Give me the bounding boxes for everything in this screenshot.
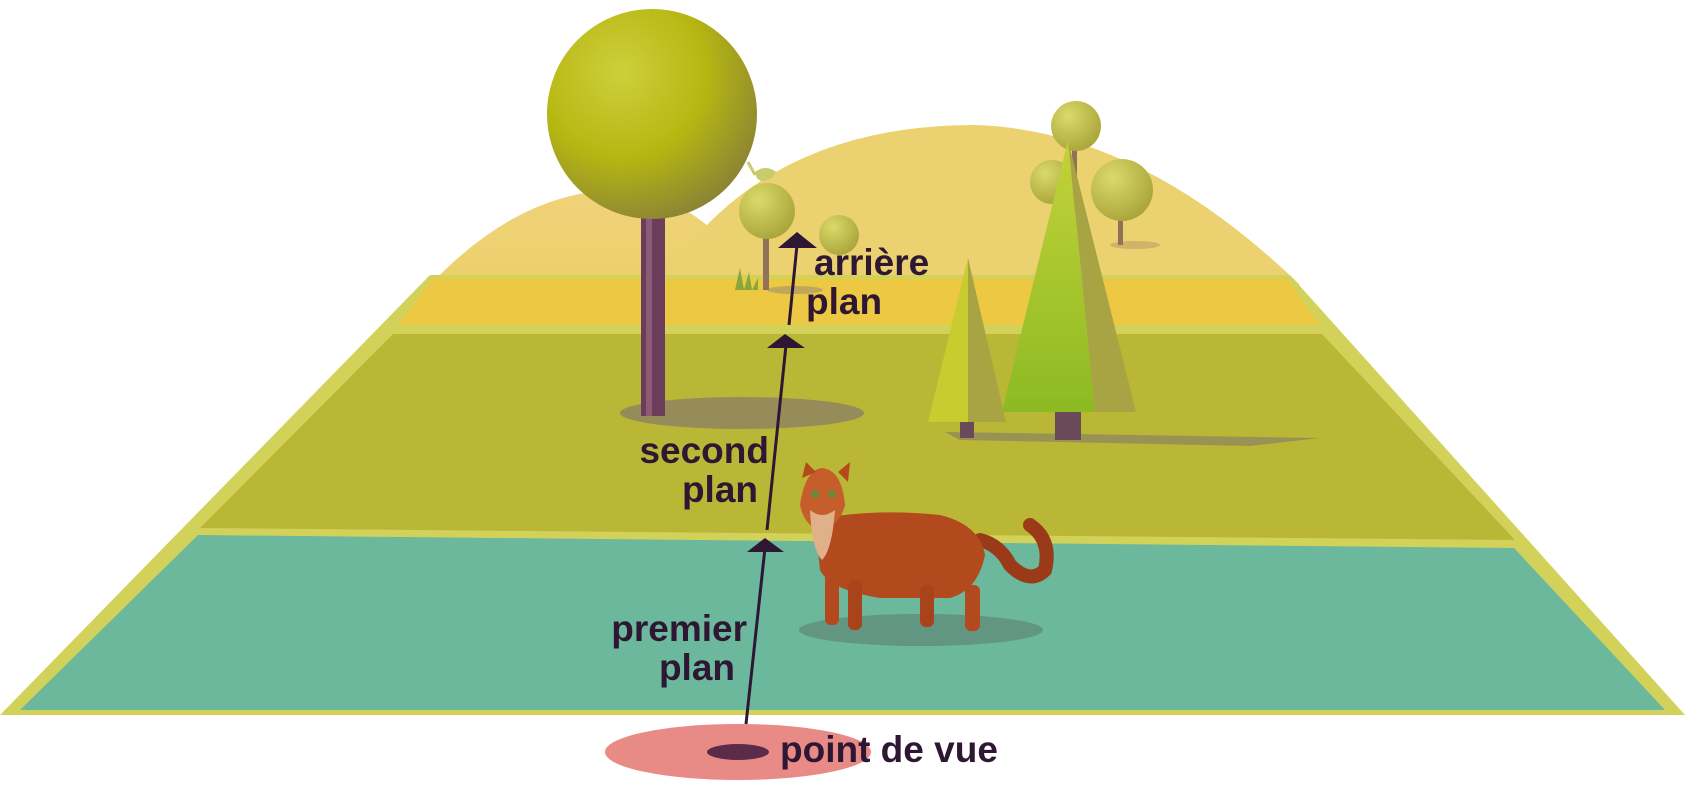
conifer-shadow — [945, 432, 1320, 446]
round-tree-icon — [739, 183, 795, 290]
round-tree-icon — [547, 9, 757, 416]
label-background-line2: plan — [806, 281, 882, 322]
label-foreground-line1: premier — [611, 608, 747, 649]
arrowhead-middleground — [767, 334, 805, 348]
arrow-background — [787, 244, 799, 326]
viewpoint-marker — [707, 744, 769, 760]
label-middleground-line1: second — [639, 430, 769, 471]
conifer-tree-icon — [1002, 140, 1136, 440]
bird-icon — [746, 161, 776, 181]
cat-icon — [800, 462, 1054, 631]
arrowhead-foreground — [747, 538, 784, 552]
label-foreground-line2: plan — [659, 647, 735, 688]
label-viewpoint: point de vue — [780, 729, 998, 770]
grass-tuft-icon — [735, 268, 758, 290]
conifer-tree-icon — [928, 258, 1006, 438]
big-tree-shadow — [620, 397, 864, 429]
label-middleground-line2: plan — [682, 469, 758, 510]
round-tree-icon — [1091, 159, 1153, 245]
label-background-line1: arrière — [814, 242, 929, 283]
small-tree-shadow — [767, 286, 823, 294]
arrow-middleground — [765, 344, 788, 531]
far-tree-shadow — [1110, 241, 1160, 249]
middleground-band — [200, 334, 1515, 540]
perspective-arrows — [744, 232, 817, 725]
arrow-foreground — [744, 547, 767, 725]
round-tree-icon — [819, 215, 859, 255]
arrowhead-background — [778, 232, 817, 248]
